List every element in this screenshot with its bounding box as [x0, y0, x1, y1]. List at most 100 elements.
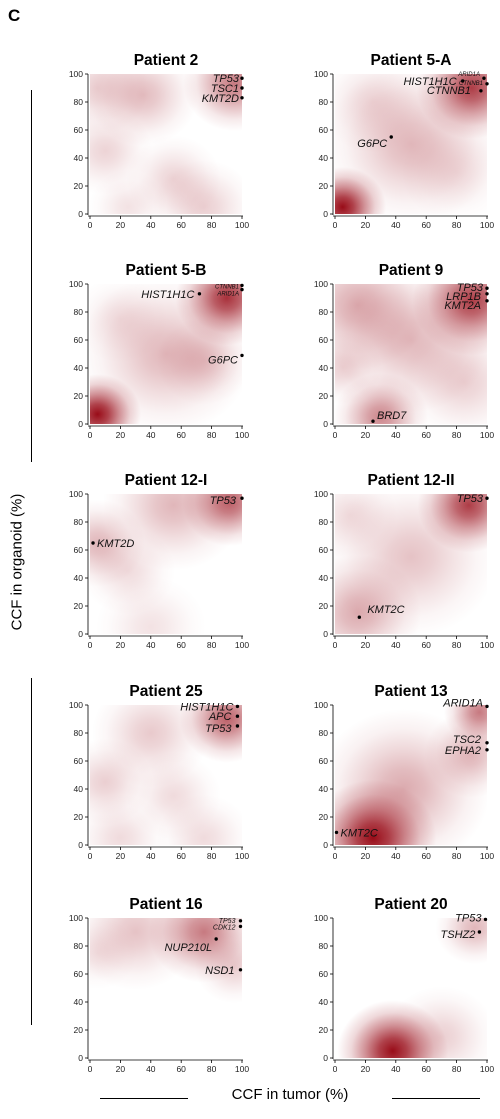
gene-label: HIST1H1C	[141, 289, 194, 301]
x-tick-label: 20	[361, 1064, 371, 1074]
gene-label: TSC2	[453, 734, 481, 746]
x-tick-label: 100	[235, 430, 249, 440]
panel-title: Patient 2	[134, 52, 199, 69]
y-label-line-top	[31, 90, 32, 462]
gene-label: CTNNB1	[215, 284, 239, 290]
x-tick-label: 20	[361, 430, 371, 440]
x-tick-label: 40	[391, 640, 401, 650]
gene-point	[240, 283, 244, 288]
gene-label: KMT2A	[444, 300, 481, 312]
y-tick-label: 100	[69, 69, 83, 79]
gene-label: TP53	[210, 495, 237, 507]
gene-point	[214, 937, 218, 941]
gene-label: KMT2C	[367, 604, 404, 616]
y-tick-label: 0	[323, 629, 328, 639]
x-tick-label: 20	[116, 1064, 126, 1074]
panel-3: Patient 5-B 0 20 40 60 80 100 0 20 40 60 80 100 HIST1…	[69, 262, 250, 440]
x-tick-label: 40	[146, 851, 156, 861]
panel-10: Patient 20 0 20 40 60 80 100 0 20 40 60 80 100 TP53 TS…	[314, 896, 495, 1074]
x-tick-label: 60	[421, 1064, 431, 1074]
x-label-line-left	[100, 1098, 188, 1099]
x-tick-label: 60	[176, 640, 186, 650]
gene-point	[240, 287, 244, 292]
x-tick-label: 80	[452, 851, 462, 861]
x-tick-label: 0	[88, 1064, 93, 1074]
y-tick-label: 80	[74, 307, 84, 317]
x-tick-label: 20	[361, 851, 371, 861]
x-tick-label: 60	[176, 220, 186, 230]
y-tick-label: 80	[319, 517, 329, 527]
density-layer	[90, 705, 242, 845]
gene-label: TSHZ2	[441, 929, 476, 941]
y-tick-label: 100	[314, 489, 328, 499]
y-tick-label: 60	[74, 756, 84, 766]
panel-title: Patient 9	[379, 262, 444, 279]
x-tick-label: 80	[452, 430, 462, 440]
x-tick-label: 100	[480, 220, 494, 230]
density-blob	[90, 284, 168, 363]
y-tick-label: 40	[74, 153, 84, 163]
gene-point	[483, 917, 488, 922]
x-tick-label: 40	[391, 1064, 401, 1074]
y-tick-label: 0	[78, 629, 83, 639]
x-tick-label: 80	[452, 220, 462, 230]
y-tick-label: 80	[74, 517, 84, 527]
gene-label: ARID1A	[457, 72, 480, 78]
x-tick-label: 100	[235, 1064, 249, 1074]
density-blob	[435, 918, 487, 965]
x-tick-label: 60	[421, 640, 431, 650]
panel-title: Patient 13	[374, 683, 448, 700]
gene-label: CDK12	[213, 924, 236, 931]
density-layer	[335, 284, 487, 424]
gene-label: G6PC	[208, 354, 238, 366]
gene-label: ARID1A	[442, 697, 483, 709]
y-tick-label: 20	[74, 601, 84, 611]
density-blob	[90, 794, 168, 845]
density-blob	[90, 170, 168, 214]
y-tick-label: 60	[74, 969, 84, 979]
y-tick-label: 60	[74, 125, 84, 135]
y-tick-label: 80	[319, 307, 329, 317]
y-tick-label: 0	[323, 1053, 328, 1063]
gene-point	[235, 714, 240, 718]
panel-title: Patient 20	[374, 896, 447, 913]
gene-point	[334, 830, 339, 835]
y-tick-label: 40	[74, 997, 84, 1007]
density-blob	[194, 930, 242, 1004]
gene-label: TP53	[455, 912, 482, 924]
gene-point	[485, 299, 489, 303]
y-tick-label: 60	[319, 125, 329, 135]
gene-point	[389, 135, 393, 139]
x-tick-label: 60	[421, 220, 431, 230]
gene-point	[371, 419, 375, 423]
y-tick-label: 100	[69, 913, 83, 923]
x-tick-label: 0	[333, 640, 338, 650]
gene-label: CTNNB1	[427, 85, 471, 97]
y-tick-label: 60	[319, 969, 329, 979]
gene-point	[240, 496, 244, 500]
gene-point	[485, 82, 489, 86]
x-tick-label: 100	[480, 640, 494, 650]
gene-point	[240, 353, 244, 358]
gene-point	[240, 96, 244, 100]
panel-title: Patient 5-B	[126, 262, 207, 279]
x-axis-label-group: CCF in tumor (%)	[100, 1086, 480, 1110]
x-tick-label: 0	[333, 430, 338, 440]
density-blob	[335, 74, 429, 153]
gene-point	[235, 724, 240, 728]
y-tick-label: 0	[78, 840, 83, 850]
y-tick-label: 100	[314, 700, 328, 710]
y-tick-label: 0	[78, 419, 83, 429]
y-tick-label: 20	[74, 391, 84, 401]
x-tick-label: 80	[207, 640, 217, 650]
gene-label: KMT2C	[341, 827, 378, 839]
panel-title: Patient 16	[129, 896, 203, 913]
y-tick-label: 20	[74, 181, 84, 191]
y-tick-label: 40	[319, 784, 329, 794]
x-tick-label: 100	[480, 851, 494, 861]
y-axis-label-group: CCF in organoid (%)	[2, 90, 32, 1025]
panel-title: Patient 12-II	[368, 472, 455, 489]
gene-label: TP53	[219, 918, 236, 925]
gene-label: TSC1	[211, 83, 239, 95]
gene-point	[485, 748, 489, 752]
